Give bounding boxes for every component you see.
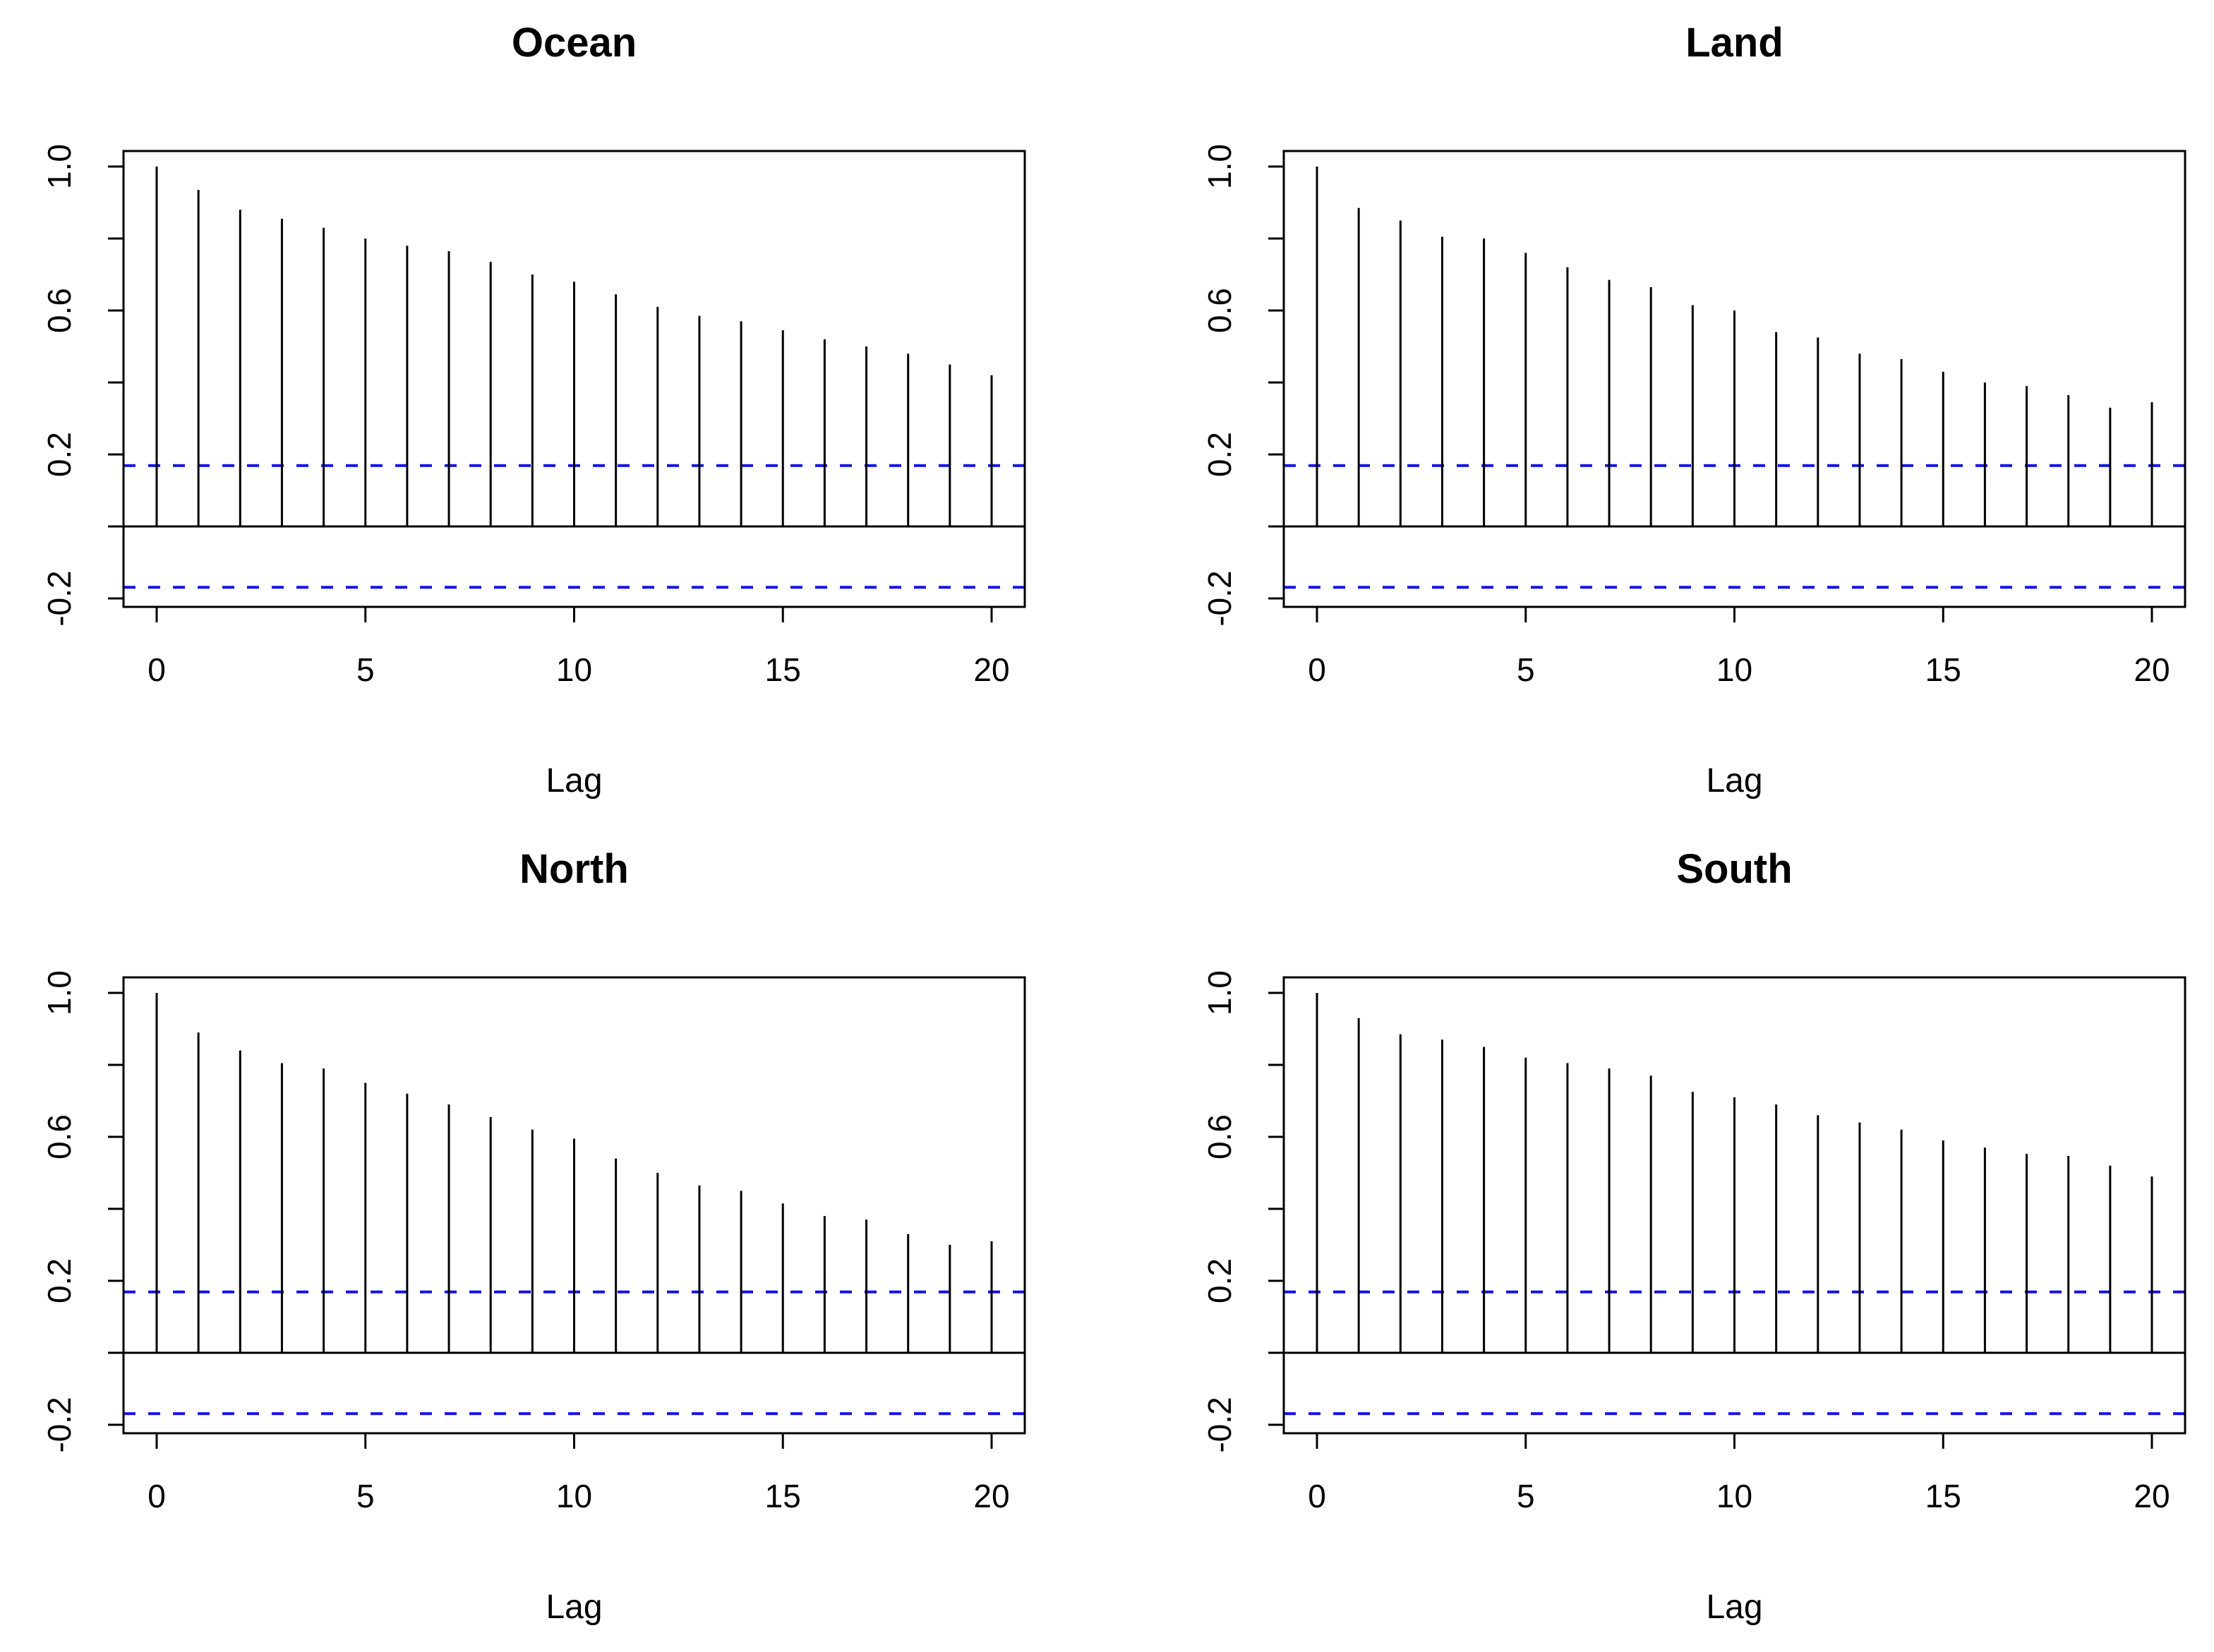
acf-chart-south: 0 5 10 15 20 1.0 0.6 0.2 -0.2 South Lag [1201,846,2186,1626]
x-tick-label: 15 [1925,651,1961,688]
acf-panel-ocean: 0 5 10 15 20 1.0 0.6 0.2 -0.2 Ocean Lag [0,0,1107,826]
y-tick-label: 0.2 [41,1258,78,1303]
y-tick-label: 0.2 [1201,1258,1238,1303]
x-tick-label: 10 [1716,1478,1752,1514]
x-axis-title: Lag [1706,1588,1762,1626]
x-tick-label: 0 [1308,1478,1326,1514]
y-tick-label: -0.2 [1201,1397,1238,1452]
x-tick-label: 5 [356,1478,375,1514]
x-tick-label: 20 [2134,651,2170,688]
panel-title: Land [1685,20,1783,66]
x-tick-label: 20 [973,651,1009,688]
y-tick-label: 0.6 [1201,1114,1238,1159]
y-tick-label: 0.6 [41,1114,78,1159]
x-axis-title: Lag [1706,762,1762,800]
x-axis-title: Lag [546,1588,602,1626]
acf-panel-north: 0 5 10 15 20 1.0 0.6 0.2 -0.2 North Lag [0,826,1107,1652]
x-tick-label: 0 [148,1478,166,1514]
panel-title: North [519,846,629,892]
x-tick-label: 5 [1517,651,1535,688]
panel-title: South [1676,846,1792,892]
x-axis-title: Lag [546,762,602,800]
x-tick-label: 5 [356,651,375,688]
x-tick-label: 15 [765,1478,801,1514]
y-tick-label: 0.6 [1201,288,1238,333]
y-tick-label: -0.2 [41,570,78,626]
y-tick-label: 1.0 [41,144,78,189]
acf-panel-land: 0 5 10 15 20 1.0 0.6 0.2 -0.2 Land Lag [1107,0,2214,826]
y-tick-label: 1.0 [1201,144,1238,189]
x-tick-label: 15 [765,651,801,688]
panel-title: Ocean [512,20,637,66]
x-tick-label: 0 [148,651,166,688]
y-tick-label: -0.2 [41,1397,78,1452]
x-tick-label: 10 [1716,651,1752,688]
y-tick-label: -0.2 [1201,570,1238,626]
acf-chart-land: 0 5 10 15 20 1.0 0.6 0.2 -0.2 Land Lag [1201,20,2186,800]
x-tick-label: 10 [556,1478,592,1514]
x-tick-label: 15 [1925,1478,1961,1514]
y-tick-label: 0.2 [41,432,78,477]
x-tick-label: 10 [556,651,592,688]
x-tick-label: 0 [1308,651,1326,688]
y-tick-label: 0.2 [1201,432,1238,477]
x-tick-label: 20 [973,1478,1009,1514]
y-tick-label: 0.6 [41,288,78,333]
acf-chart-north: 0 5 10 15 20 1.0 0.6 0.2 -0.2 North Lag [41,846,1026,1626]
x-tick-label: 5 [1517,1478,1535,1514]
x-tick-label: 20 [2134,1478,2170,1514]
acf-chart-ocean: 0 5 10 15 20 1.0 0.6 0.2 -0.2 Ocean Lag [41,20,1026,800]
y-tick-label: 1.0 [41,970,78,1015]
acf-panel-south: 0 5 10 15 20 1.0 0.6 0.2 -0.2 South Lag [1107,826,2214,1652]
y-tick-label: 1.0 [1201,970,1238,1015]
